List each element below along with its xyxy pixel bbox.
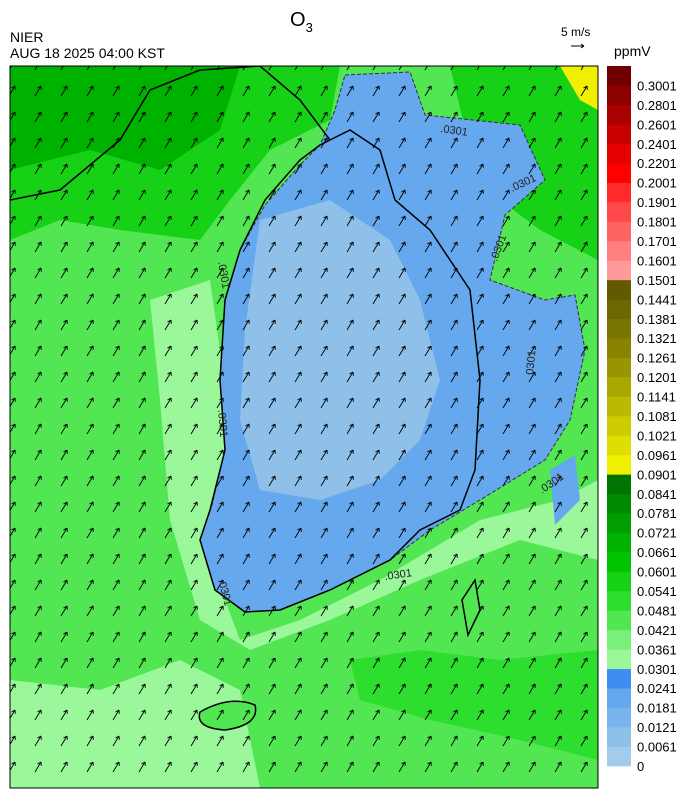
- colorbar-label: 0.1441: [637, 292, 677, 307]
- contour-label: .0301: [440, 123, 469, 139]
- colorbar-label: 0.1081: [637, 409, 677, 424]
- colorbar-label: 0.0361: [637, 642, 677, 657]
- colorbar-swatch: [607, 610, 631, 631]
- colorbar-swatch: [607, 493, 631, 514]
- colorbar-swatch: [607, 668, 631, 689]
- colorbar-label: 0.1201: [637, 370, 677, 385]
- colorbar-swatch: [607, 318, 631, 339]
- colorbar-label: 0.0781: [637, 506, 677, 521]
- title: O3: [290, 9, 313, 35]
- colorbar-label: 0.2801: [637, 98, 677, 113]
- wind-scale-arrow: [571, 43, 585, 49]
- colorbar-label: 0.0181: [637, 701, 677, 716]
- colorbar-swatch: [607, 474, 631, 495]
- colorbar-swatch: [607, 552, 631, 572]
- colorbar-label: 0.0961: [637, 448, 677, 463]
- colorbar-swatch: [607, 182, 631, 203]
- colorbar-label: 0.1901: [637, 195, 677, 210]
- colorbar-label: 0.0601: [637, 565, 677, 580]
- colorbar-label: 0.2201: [637, 156, 677, 171]
- colorbar-swatch: [607, 727, 631, 747]
- colorbar-label: 0.0241: [637, 681, 677, 696]
- contour-label: .0301: [384, 567, 413, 583]
- colorbar-label: 0: [637, 759, 644, 774]
- colorbar-unit: ppmV: [614, 43, 651, 59]
- colorbar-label: 0.1501: [637, 273, 677, 288]
- colorbar-swatch: [607, 688, 631, 708]
- colorbar-swatch: [607, 279, 631, 300]
- colorbar-label: 0.0541: [637, 584, 677, 599]
- colorbar-swatch: [607, 85, 631, 106]
- colorbar-label: 0.0481: [637, 603, 677, 618]
- colorbar-swatch: [607, 338, 631, 358]
- colorbar-label: 0.1381: [637, 312, 677, 327]
- colorbar-label: 0.1021: [637, 428, 677, 443]
- colorbar-swatch: [607, 163, 631, 183]
- colorbar-label: 0.1141: [637, 390, 676, 405]
- colorbar-swatch: [607, 260, 631, 281]
- colorbar-label: 0.0421: [637, 623, 677, 638]
- colorbar-swatch: [607, 707, 631, 728]
- colorbar-swatch: [607, 746, 631, 767]
- colorbar-label: 0.1801: [637, 215, 677, 230]
- map-frame: [9, 65, 599, 789]
- colorbar-label: 0.0061: [637, 740, 677, 755]
- map: .0301.0301.0301.0301.0301.0301.0301.0301…: [10, 66, 598, 788]
- colorbar-swatch: [607, 435, 631, 456]
- wind-vectors: [10, 66, 598, 788]
- colorbar-swatch: [607, 513, 631, 533]
- colorbar-swatch: [607, 221, 631, 242]
- colorbar-label: 0.1321: [637, 331, 677, 346]
- colorbar-swatch: [607, 202, 631, 222]
- colorbar-swatch: [607, 591, 631, 611]
- contour-label: .0301: [524, 350, 538, 378]
- colorbar-swatch: [607, 299, 631, 320]
- wind-scale-label: 5 m/s: [561, 25, 590, 39]
- colorbar-swatch: [607, 377, 631, 397]
- colorbar-label: 0.3001: [637, 78, 677, 93]
- colorbar-swatch: [607, 532, 631, 553]
- colorbar-swatch: [607, 66, 631, 86]
- colorbar-label: 0.1701: [637, 234, 677, 249]
- colorbar-swatch: [607, 454, 631, 475]
- colorbar-label: 0.0661: [637, 545, 677, 560]
- colorbar-label: 0.1261: [637, 351, 677, 366]
- colorbar-label: 0.2401: [637, 137, 677, 152]
- colorbar-swatch: [607, 241, 631, 261]
- colorbar-swatch: [607, 143, 631, 164]
- contour-label: .0301: [215, 260, 232, 289]
- colorbar-swatch: [607, 357, 631, 378]
- colorbar: 0 0.0061 0.0121 0.0181 0.0241 0.0301 0.0361 0.0…: [607, 66, 677, 774]
- colorbar-label: 0.0721: [637, 526, 677, 541]
- colorbar-swatch: [607, 629, 631, 650]
- colorbar-swatch: [607, 649, 631, 670]
- colorbar-swatch: [607, 396, 631, 417]
- colorbar-label: 0.0841: [637, 487, 677, 502]
- colorbar-label: 0.0901: [637, 467, 677, 482]
- contour-label: .0301: [215, 409, 229, 437]
- colorbar-swatch: [607, 124, 631, 145]
- colorbar-label: 0.2601: [637, 117, 677, 132]
- colorbar-swatch: [607, 571, 631, 592]
- colorbar-label: 0.0301: [637, 662, 677, 677]
- colorbar-label: 0.0121: [637, 720, 677, 735]
- colorbar-swatch: [607, 416, 631, 436]
- colorbar-swatch: [607, 104, 631, 125]
- colorbar-label: 0.2001: [637, 176, 677, 191]
- source: NIER: [10, 29, 43, 45]
- colorbar-label: 0.1601: [637, 253, 677, 268]
- datetime: AUG 18 2025 04:00 KST: [10, 45, 165, 61]
